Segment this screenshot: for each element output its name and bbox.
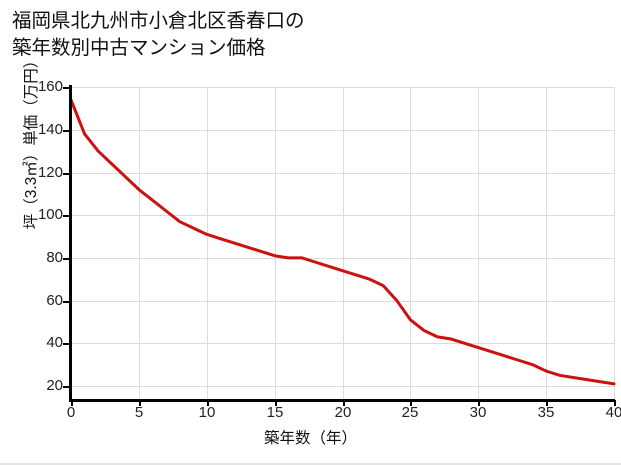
- y-tickmark-20: [63, 386, 69, 388]
- x-tick-label-0: 0: [66, 404, 76, 421]
- x-axis-spine: [69, 399, 615, 402]
- gridline-y-140: [71, 130, 614, 131]
- gridline-x-5: [139, 87, 140, 400]
- y-tickmark-80: [63, 258, 69, 260]
- y-tick-label-60: 60: [46, 292, 63, 309]
- gridline-x-15: [275, 87, 276, 400]
- x-tick-label-35: 35: [537, 404, 555, 421]
- x-tick-label-5: 5: [134, 404, 144, 421]
- x-tickmark-10: [207, 400, 209, 406]
- gridline-y-40: [71, 343, 614, 344]
- gridline-y-100: [71, 215, 614, 216]
- gridline-y-120: [71, 173, 614, 174]
- price-line-series: [69, 98, 616, 386]
- gridline-x-0: [71, 87, 72, 400]
- gridline-y-20: [71, 386, 614, 387]
- gridline-x-30: [478, 87, 479, 400]
- x-tick-label-20: 20: [334, 404, 352, 421]
- gridline-y-160: [71, 87, 614, 88]
- gridline-x-35: [546, 87, 547, 400]
- gridline-x-40: [614, 87, 615, 400]
- x-tickmark-5: [139, 400, 141, 406]
- x-tickmark-30: [478, 400, 480, 406]
- x-tickmark-40: [614, 400, 616, 406]
- y-tick-label-160: 160: [37, 78, 63, 95]
- y-tick-label-80: 80: [46, 249, 63, 266]
- y-tick-label-20: 20: [46, 377, 63, 394]
- x-tick-label-40: 40: [605, 404, 621, 421]
- plot-area: [71, 87, 614, 400]
- gridline-x-25: [410, 87, 411, 400]
- y-axis-spine: [69, 85, 72, 402]
- y-tickmark-40: [63, 343, 69, 345]
- x-tickmark-0: [71, 400, 73, 406]
- x-tick-label-25: 25: [401, 404, 419, 421]
- x-tickmark-35: [546, 400, 548, 406]
- y-tickmark-140: [63, 130, 69, 132]
- x-tick-label-15: 15: [266, 404, 284, 421]
- x-axis-label: 築年数（年）: [263, 430, 357, 447]
- x-tickmark-25: [410, 400, 412, 406]
- gridline-x-20: [343, 87, 344, 400]
- gridline-x-10: [207, 87, 208, 400]
- chart-title: 福岡県北九州市小倉北区香春口の 築年数別中古マンション価格: [12, 10, 305, 59]
- x-tickmark-20: [343, 400, 345, 406]
- gridline-y-60: [71, 301, 614, 302]
- x-tick-label-10: 10: [198, 404, 216, 421]
- y-tick-label-120: 120: [37, 164, 63, 181]
- y-tickmark-120: [63, 173, 69, 175]
- y-tick-label-100: 100: [37, 206, 63, 223]
- x-tickmark-15: [275, 400, 277, 406]
- y-tickmark-100: [63, 215, 69, 217]
- x-tick-label-30: 30: [469, 404, 487, 421]
- y-tickmark-160: [63, 87, 69, 89]
- y-tick-label-140: 140: [37, 121, 63, 138]
- y-tick-label-40: 40: [46, 334, 63, 351]
- gridline-y-80: [71, 258, 614, 259]
- y-tickmark-60: [63, 301, 69, 303]
- y-axis-label: 坪（3.3㎡）単価（万円）: [23, 52, 40, 230]
